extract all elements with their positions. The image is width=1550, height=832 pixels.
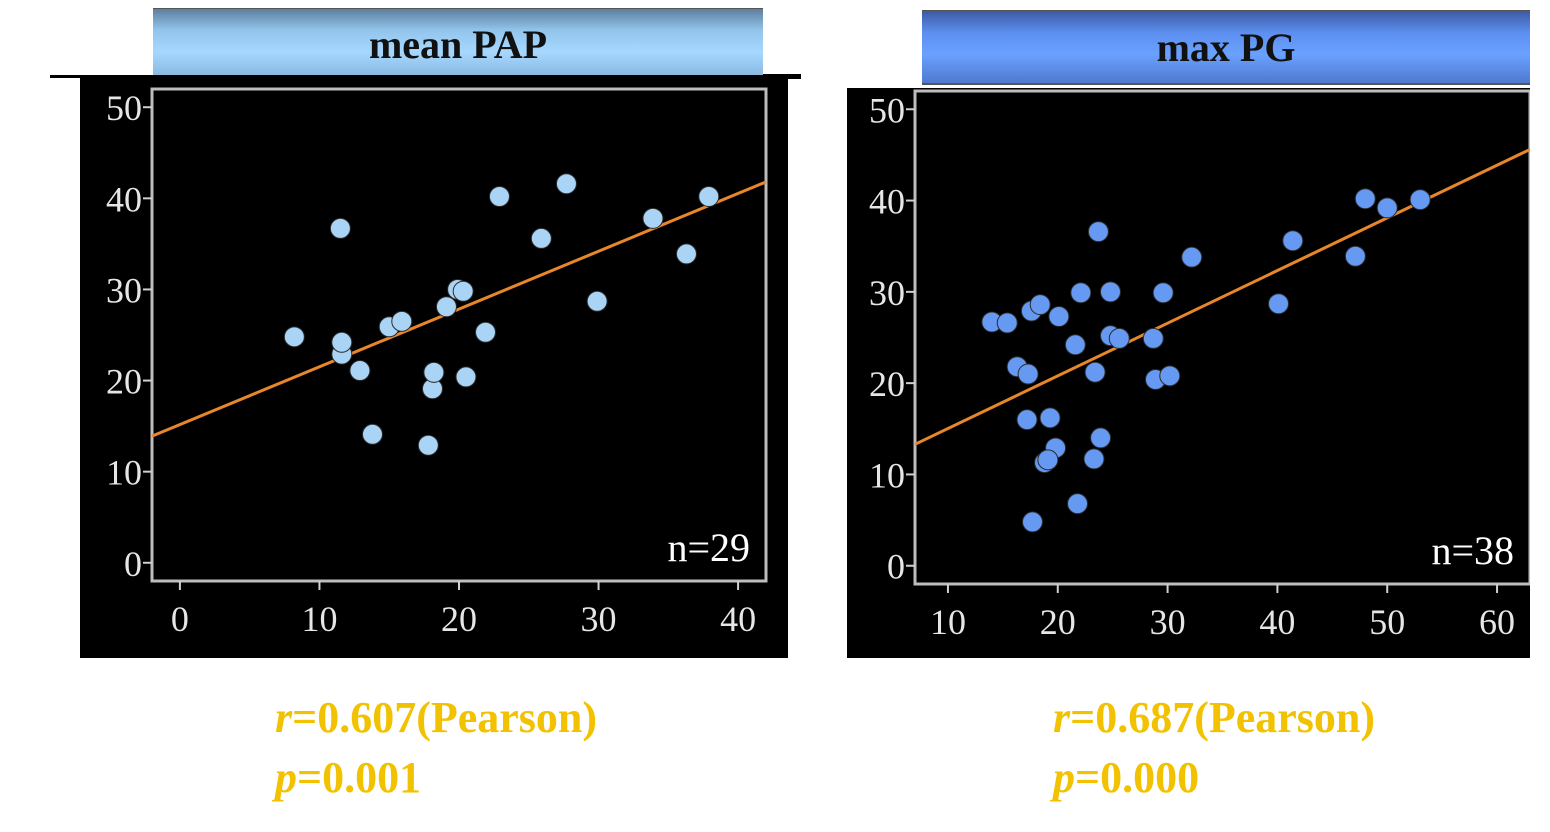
p-value-line: p=0.001 [275, 748, 597, 808]
y-tick-label: 40 [106, 179, 142, 219]
data-point [1181, 246, 1203, 268]
x-tick-label: 20 [441, 599, 477, 639]
data-point [530, 227, 552, 249]
data-point [642, 207, 664, 229]
data-point [1376, 197, 1398, 219]
data-point [423, 361, 445, 383]
data-point [1354, 188, 1376, 210]
x-tick-label: 0 [171, 599, 189, 639]
data-point [1048, 306, 1070, 328]
y-tick-label: 50 [869, 90, 905, 130]
y-tick-label: 20 [869, 364, 905, 404]
regression-line [151, 180, 767, 438]
x-tick-label: 10 [930, 602, 966, 642]
sample-size-label: n=38 [1431, 528, 1514, 573]
panel-title-text: max PG [1156, 24, 1296, 70]
data-point [1152, 282, 1174, 304]
data-point [435, 296, 457, 318]
data-point [1083, 448, 1105, 470]
p-value: =0.001 [297, 753, 422, 802]
y-tick-label: 0 [124, 544, 142, 584]
correlation-line: r=0.607(Pearson) [275, 688, 597, 748]
data-point [475, 321, 497, 343]
scatter-chart-max-pg: 0 10 20 30 40 50 10 20 30 40 50 60 n=38 [847, 88, 1530, 658]
data-point [1268, 293, 1290, 315]
data-point [1409, 189, 1431, 211]
stats-max-pg: r=0.687(Pearson) p=0.000 [1053, 688, 1375, 808]
data-point [1159, 365, 1181, 387]
data-point [1039, 407, 1061, 429]
y-tick-label: 20 [106, 362, 142, 402]
r-value: =0.607(Pearson) [292, 693, 598, 742]
data-point [1282, 230, 1304, 252]
y-tick-label: 0 [887, 547, 905, 587]
data-point [1344, 245, 1366, 267]
y-tick-label: 10 [869, 455, 905, 495]
data-point [698, 186, 720, 208]
data-point [1070, 282, 1092, 304]
p-symbol: p [275, 753, 297, 802]
x-tick-label: 10 [301, 599, 337, 639]
data-point [586, 290, 608, 312]
panel-title-text: mean PAP [368, 22, 548, 67]
p-symbol: p [1053, 753, 1075, 802]
data-point [1037, 449, 1059, 471]
p-value: =0.000 [1075, 753, 1200, 802]
scatter-chart-mean-pap: 0 10 20 30 40 50 0 10 20 30 40 n=29 [80, 75, 788, 658]
data-point [417, 434, 439, 456]
data-point [455, 366, 477, 388]
data-point [1064, 334, 1086, 356]
data-point [555, 173, 577, 195]
panel-title-max-pg: max PG [922, 10, 1530, 85]
data-point [1067, 493, 1089, 515]
sample-size-label: n=29 [667, 525, 750, 570]
y-tick-label: 50 [106, 88, 142, 128]
y-tick-label: 10 [106, 453, 142, 493]
x-tick-label: 50 [1369, 602, 1405, 642]
data-point [1087, 221, 1109, 243]
data-point [1142, 327, 1164, 349]
chart-background [847, 88, 1530, 658]
data-point [1108, 327, 1130, 349]
p-value-line: p=0.000 [1053, 748, 1375, 808]
x-tick-label: 30 [581, 599, 617, 639]
x-tick-label: 40 [720, 599, 756, 639]
y-tick-label: 30 [106, 270, 142, 310]
x-tick-label: 30 [1150, 602, 1186, 642]
data-point [675, 243, 697, 265]
r-value: =0.687(Pearson) [1070, 693, 1376, 742]
data-point [1016, 409, 1038, 431]
data-point [1090, 427, 1112, 449]
data-point [329, 217, 351, 239]
r-symbol: r [275, 693, 293, 742]
data-point [1084, 361, 1106, 383]
y-tick-label: 30 [869, 273, 905, 313]
data-point [361, 423, 383, 445]
x-tick-label: 20 [1040, 602, 1076, 642]
x-tick-label: 40 [1259, 602, 1295, 642]
data-point [1022, 511, 1044, 533]
r-symbol: r [1053, 693, 1071, 742]
y-tick-label: 40 [869, 182, 905, 222]
panel-title-mean-pap: mean PAP [153, 8, 763, 82]
data-point [1017, 363, 1039, 385]
plot-frame [913, 89, 1530, 586]
data-point [331, 331, 353, 353]
data-point [1099, 281, 1121, 303]
correlation-line: r=0.687(Pearson) [1053, 688, 1375, 748]
data-point [391, 310, 413, 332]
data-point [283, 326, 305, 348]
data-point [488, 186, 510, 208]
x-tick-label: 60 [1479, 602, 1515, 642]
data-point [349, 360, 371, 382]
data-point [452, 280, 474, 302]
data-point [1029, 294, 1051, 316]
data-point [996, 312, 1018, 334]
stats-mean-pap: r=0.607(Pearson) p=0.001 [275, 688, 597, 808]
